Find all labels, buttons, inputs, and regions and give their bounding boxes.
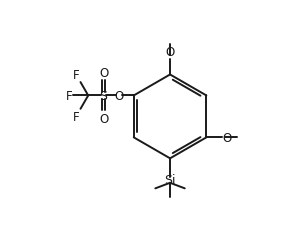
Text: O: O: [114, 89, 124, 102]
Text: O: O: [99, 112, 108, 125]
Text: F: F: [73, 110, 80, 123]
Text: O: O: [165, 46, 175, 59]
Text: O: O: [99, 67, 108, 80]
Text: Si: Si: [164, 174, 176, 187]
Text: F: F: [66, 89, 72, 102]
Text: S: S: [100, 89, 108, 102]
Text: O: O: [222, 131, 232, 144]
Text: F: F: [73, 69, 80, 82]
